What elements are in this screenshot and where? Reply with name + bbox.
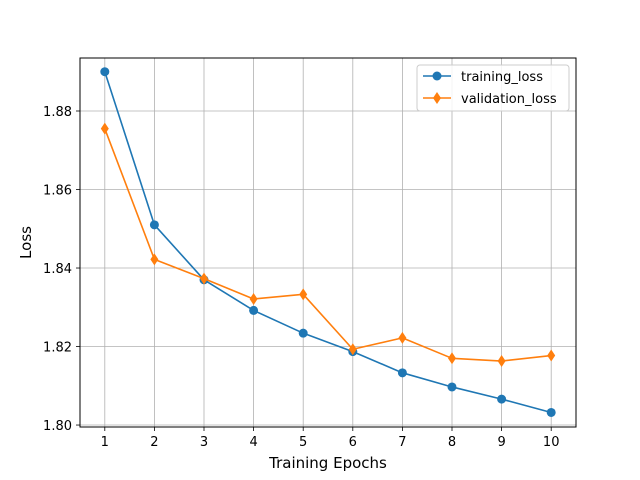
y-tick-label: 1.82 [43,341,72,356]
data-point-validation_loss [398,331,407,344]
data-point-training_loss [249,305,259,315]
data-point-validation_loss [547,349,556,362]
x-tick-label: 10 [543,435,560,450]
x-tick-label: 7 [398,435,406,450]
data-point-validation_loss [299,288,308,301]
x-tick-label: 6 [349,435,357,450]
plot-frame [79,57,577,428]
data-point-training_loss [298,328,308,338]
data-point-validation_loss [100,122,109,135]
x-tick-label: 2 [150,435,158,450]
data-point-validation_loss [150,253,159,266]
x-axis-title: Training Epochs [268,454,387,472]
series-layer [100,67,556,417]
y-tick-label: 1.80 [43,419,72,434]
y-axis-title: Loss [17,226,35,259]
data-point-training_loss [149,220,159,230]
x-tick-label: 4 [249,435,257,450]
series-validation_loss [100,122,556,368]
data-point-validation_loss [200,272,208,285]
legend-item: validation_loss [423,92,557,107]
legend: training_loss validation_loss [416,64,570,112]
x-tick-label: 3 [200,435,208,450]
legend-marker [432,71,442,81]
legend-label: training_loss [461,70,543,85]
data-point-validation_loss [448,352,456,365]
y-tick-label: 1.84 [43,262,72,277]
data-point-training_loss [546,407,556,417]
data-point-training_loss [497,394,507,404]
data-point-validation_loss [497,355,506,368]
x-tick-label: 8 [448,435,456,450]
data-point-training_loss [397,368,407,378]
legend-box [416,64,570,112]
legend-item: training_loss [423,70,543,85]
x-tick-label: 5 [299,435,307,450]
data-point-validation_loss [249,293,258,306]
legend-marker [433,92,441,104]
data-point-training_loss [100,67,110,77]
series-line-validation_loss [104,128,552,362]
grid [80,58,576,427]
data-point-validation_loss [348,343,357,356]
legend-label: validation_loss [461,92,557,107]
ticks: 1 2 3 4 5 6 7 8 9 10 1.80 1.82 1.84 1.86 1.88 [43,105,559,450]
series-line-training_loss [104,71,552,414]
data-point-training_loss [447,382,457,392]
y-tick-label: 1.86 [43,184,72,199]
x-tick-label: 9 [497,435,505,450]
x-tick-label: 1 [101,435,109,450]
y-tick-label: 1.88 [43,105,72,120]
